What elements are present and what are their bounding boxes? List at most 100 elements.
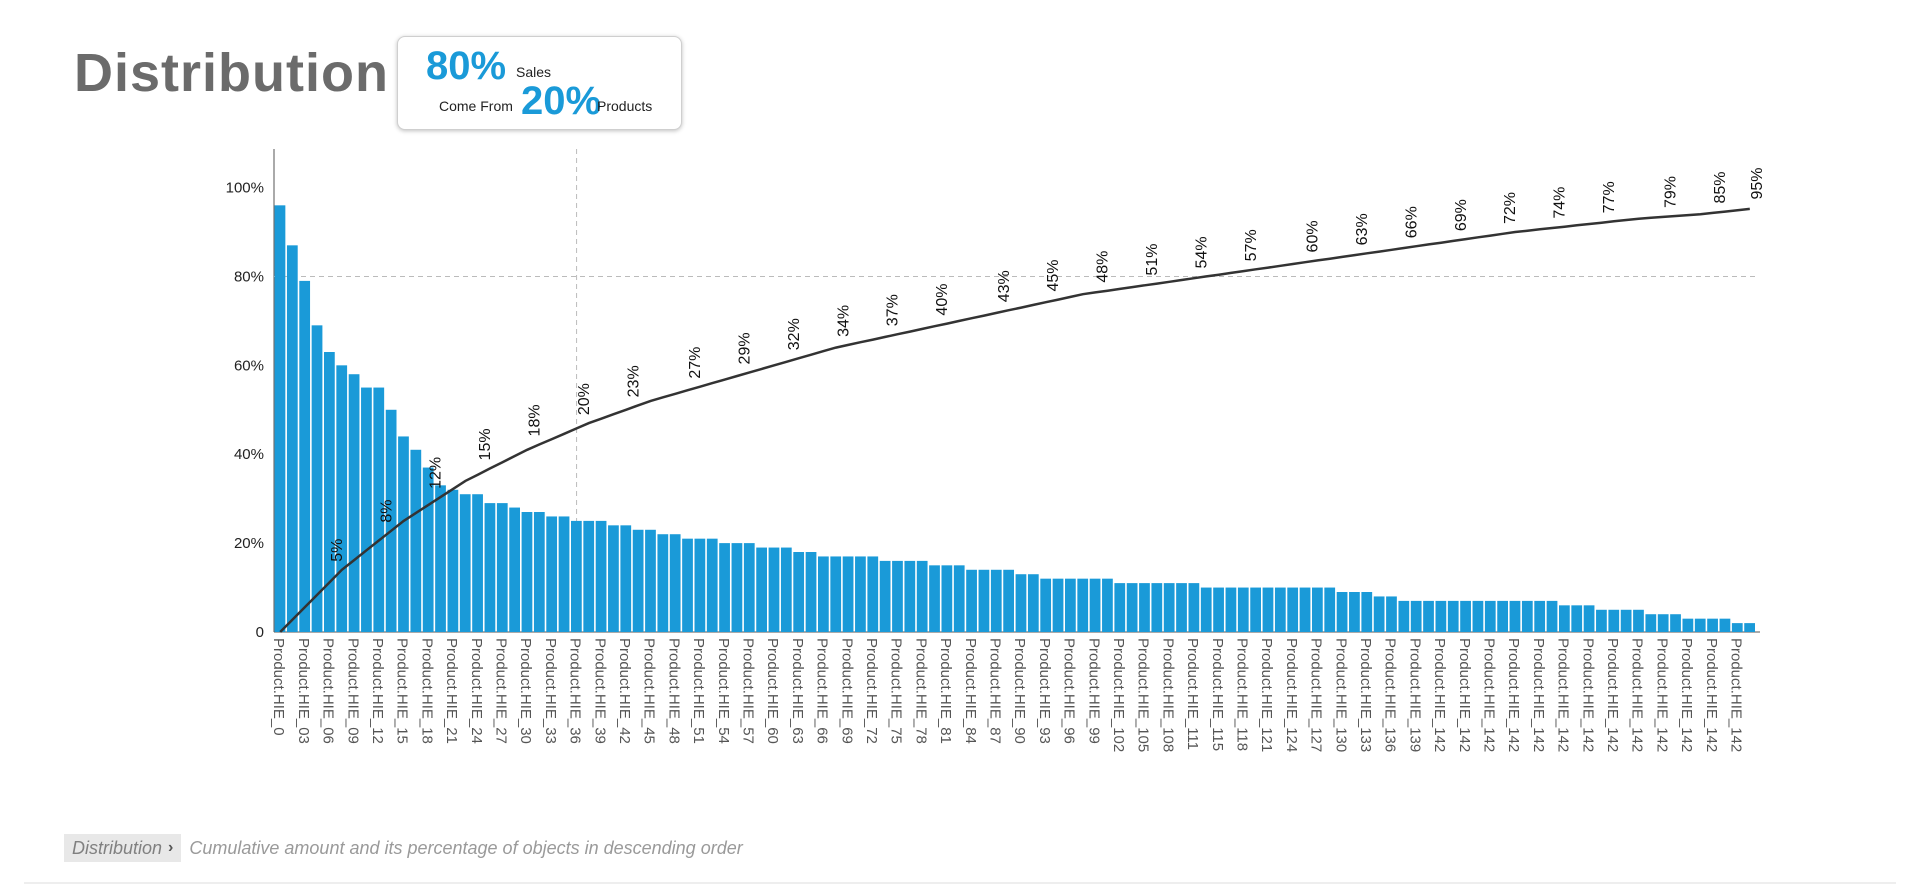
pareto-chart: 0 20% 40% 60% 80% 100% 5% 8% 12% 15% 18% 20% 23% 27% 2… xyxy=(226,149,1766,752)
x-tick-label: Product.HIE_18 xyxy=(418,638,435,744)
x-tick-label: Product.HIE_142 xyxy=(1505,638,1522,752)
bar xyxy=(1534,600,1546,632)
bar xyxy=(496,503,508,632)
y-tick-label: 60% xyxy=(234,357,264,374)
bar xyxy=(818,556,829,632)
x-tick-label: Product.HIE_51 xyxy=(690,638,707,744)
bar xyxy=(694,538,706,632)
x-tick-label: Product.HIE_136 xyxy=(1382,638,1399,752)
cumulative-label: 34% xyxy=(835,305,852,337)
bar xyxy=(1077,578,1089,632)
bar xyxy=(1225,587,1237,632)
y-tick-label: 80% xyxy=(234,268,264,285)
bar xyxy=(669,534,681,632)
bar xyxy=(1027,574,1039,632)
bar xyxy=(805,552,817,632)
x-tick-label: Product.HIE_108 xyxy=(1159,638,1176,752)
kpi-sales-percent: 80% xyxy=(426,44,507,88)
bar xyxy=(286,245,298,633)
bar xyxy=(1299,587,1311,632)
cumulative-label: 23% xyxy=(625,365,642,397)
cumulative-label: 45% xyxy=(1045,260,1062,292)
x-tick-label: Product.HIE_30 xyxy=(517,638,534,744)
bar xyxy=(1571,605,1583,632)
cumulative-label: 40% xyxy=(934,284,951,316)
bar xyxy=(1336,592,1348,632)
cumulative-label: 66% xyxy=(1403,206,1420,238)
bar xyxy=(1126,583,1138,632)
bar xyxy=(1213,587,1224,632)
bar xyxy=(1435,600,1447,632)
cumulative-label: 48% xyxy=(1095,251,1112,283)
x-tick-label: Product.HIE_111 xyxy=(1184,638,1201,750)
x-tick-label: Product.HIE_142 xyxy=(1579,638,1596,752)
cumulative-label: 79% xyxy=(1663,176,1680,208)
bar xyxy=(299,280,311,632)
cumulative-label: 77% xyxy=(1601,181,1618,213)
x-tick-label: Product.HIE_142 xyxy=(1431,638,1448,752)
bar xyxy=(706,538,718,632)
x-tick-label: Product.HIE_69 xyxy=(838,638,855,744)
x-tick-label: Product.HIE_121 xyxy=(1258,638,1275,752)
bar xyxy=(966,569,977,632)
bar xyxy=(1670,614,1681,632)
x-tick-label: Product.HIE_48 xyxy=(665,638,682,744)
bar xyxy=(1719,618,1731,632)
y-tick-label: 100% xyxy=(226,180,264,197)
bar xyxy=(1583,605,1595,632)
bar xyxy=(1509,600,1521,632)
x-tick-label: Product.HIE_142 xyxy=(1727,638,1744,752)
bar xyxy=(842,556,854,632)
x-tick-label: Product.HIE_27 xyxy=(492,638,509,744)
x-tick-label: Product.HIE_33 xyxy=(542,638,559,744)
x-tick-label: Product.HIE_81 xyxy=(937,638,954,744)
bar xyxy=(1633,609,1644,632)
bar xyxy=(657,534,669,632)
bar xyxy=(336,365,348,632)
bar xyxy=(1237,587,1249,632)
bar xyxy=(978,569,990,632)
bar xyxy=(892,560,903,632)
bar xyxy=(1274,587,1286,632)
bar xyxy=(620,525,632,632)
bar xyxy=(361,387,372,632)
chevron-right-icon: › xyxy=(168,839,174,856)
bar xyxy=(682,538,693,632)
bar xyxy=(756,547,767,632)
bar xyxy=(1546,600,1558,632)
kpi-come-from-label: Come From xyxy=(439,98,513,114)
breadcrumb[interactable]: Distribution › xyxy=(64,834,182,862)
x-tick-label: Product.HIE_142 xyxy=(1678,638,1695,752)
x-tick-label: Product.HIE_139 xyxy=(1406,638,1423,752)
x-tick-label: Product.HIE_39 xyxy=(591,638,608,744)
bar xyxy=(558,516,570,632)
breadcrumb-label: Distribution xyxy=(72,838,163,858)
bar xyxy=(1521,600,1533,632)
x-tick-label: Product.HIE_54 xyxy=(715,638,732,744)
x-tick-label: Product.HIE_09 xyxy=(344,638,361,744)
cumulative-label: 63% xyxy=(1354,213,1371,245)
x-tick-label: Product.HIE_90 xyxy=(1011,638,1028,744)
cumulative-label: 5% xyxy=(329,539,346,562)
bar xyxy=(743,543,755,632)
cumulative-label: 60% xyxy=(1305,220,1322,252)
x-tick-label: Product.HIE_24 xyxy=(468,638,485,744)
bar xyxy=(484,503,496,632)
cumulative-label: 69% xyxy=(1453,199,1470,231)
bar xyxy=(1163,583,1175,632)
y-tick-label: 40% xyxy=(234,446,264,463)
x-tick-label: Product.HIE_133 xyxy=(1357,638,1374,752)
x-tick-label: Product.HIE_78 xyxy=(912,638,929,744)
bar xyxy=(571,520,582,632)
bar xyxy=(1139,583,1150,632)
bar xyxy=(1410,600,1422,632)
bar xyxy=(1262,587,1274,632)
bar xyxy=(904,560,916,632)
bar xyxy=(916,560,928,632)
x-tick-label: Product.HIE_66 xyxy=(814,638,831,744)
bar xyxy=(1497,600,1508,632)
bar xyxy=(410,449,422,632)
x-tick-label: Product.HIE_57 xyxy=(739,638,756,744)
x-tick-label: Product.HIE_21 xyxy=(443,638,460,744)
cumulative-label: 85% xyxy=(1712,172,1729,204)
